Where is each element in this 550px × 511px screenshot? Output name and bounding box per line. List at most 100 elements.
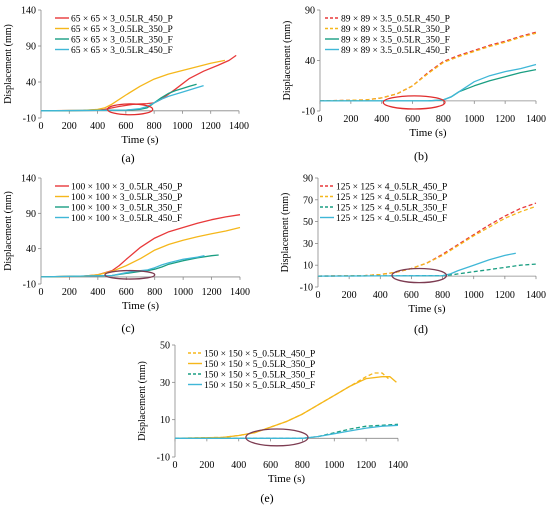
x-tick-label: 1200 xyxy=(495,114,515,125)
panel-label: (b) xyxy=(414,149,428,163)
highlight-ellipse xyxy=(104,269,156,280)
x-tick-label: 1000 xyxy=(464,290,484,301)
x-tick-label: 1000 xyxy=(464,114,484,125)
series-line xyxy=(320,63,537,102)
y-tick-label: -10 xyxy=(23,280,36,291)
x-tick-label: 800 xyxy=(295,460,310,471)
series-line xyxy=(40,84,204,112)
series-line xyxy=(40,59,226,112)
legend-entry: 100 × 100 × 3_0.5LR_450_F xyxy=(71,214,182,224)
panel-e: -10 10 30 50 0 200 400 600 800 1000 1200 1400 Time (… xyxy=(137,341,408,506)
x-tick-label: 200 xyxy=(342,290,357,301)
x-tick-label: 1400 xyxy=(229,121,249,132)
x-tick-label: 0 xyxy=(316,290,321,301)
highlight-ellipse xyxy=(382,95,446,110)
y-tick-label: -10 xyxy=(300,283,313,294)
legend-entry: 65 × 65 × 3_0.5LR_350_P xyxy=(71,25,173,35)
x-tick-label: 400 xyxy=(231,460,246,471)
y-axis-label: Displacement (mm) xyxy=(282,21,293,101)
legend-entry: 65 × 65 × 3_0.5LR_450_F xyxy=(71,46,173,56)
y-tick-label: 90 xyxy=(26,209,36,220)
highlight-ellipse xyxy=(106,103,154,116)
x-tick-label: 400 xyxy=(373,290,388,301)
series-line xyxy=(40,214,241,278)
x-axis-label: Time (s) xyxy=(408,303,446,315)
x-axis-label: Time (s) xyxy=(268,473,306,485)
x-tick-label: 0 xyxy=(318,114,323,125)
x-tick-label: 200 xyxy=(343,114,358,125)
x-tick-label: 1400 xyxy=(388,460,408,471)
y-axis-label: Displacement (mm) xyxy=(3,191,14,271)
legend-entry: 125 × 125 × 4_0.5LR_450_F xyxy=(336,214,447,224)
y-tick-label: -10 xyxy=(23,114,36,125)
y-tick-label: 140 xyxy=(21,174,36,185)
y-tick-label: 50 xyxy=(160,341,170,352)
highlight-ellipse xyxy=(245,428,309,447)
y-axis-label: Displacement (mm) xyxy=(280,193,291,273)
x-tick-label: 200 xyxy=(62,121,77,132)
x-tick-label: 0 xyxy=(173,460,178,471)
series-line xyxy=(175,423,399,439)
series-line xyxy=(319,32,537,102)
x-tick-label: 800 xyxy=(436,114,451,125)
legend-entry: 89 × 89 × 3.5_0.5LR_350_P xyxy=(341,25,450,35)
x-tick-label: 0 xyxy=(39,121,44,132)
legend-entry: 89 × 89 × 3.5_0.5LR_350_F xyxy=(341,36,450,46)
panel-label: (c) xyxy=(121,321,134,335)
x-tick-label: 800 xyxy=(147,121,162,132)
x-tick-label: 800 xyxy=(435,290,450,301)
panel-b: -10 40 90 0 200 400 600 800 1000 1200 1400 Time (s)… xyxy=(282,6,546,164)
legend-entry: 150 × 150 × 5_0.5LR_450_P xyxy=(204,350,315,360)
x-axis-label: Time (s) xyxy=(121,134,159,146)
y-tick-label: -10 xyxy=(157,453,170,464)
x-tick-label: 600 xyxy=(118,121,133,132)
series-line xyxy=(317,205,537,277)
x-tick-label: 600 xyxy=(119,287,134,298)
y-tick-label: 10 xyxy=(160,415,170,426)
x-tick-label: 400 xyxy=(90,121,105,132)
x-tick-label: 1200 xyxy=(201,121,221,132)
x-tick-label: 600 xyxy=(263,460,278,471)
panel-label: (d) xyxy=(414,322,428,336)
panel-label: (a) xyxy=(121,151,134,165)
legend-entry: 150 × 150 × 5_0.5LR_350_F xyxy=(204,371,315,381)
legend-entry: 65 × 65 × 3_0.5LR_450_P xyxy=(71,15,173,25)
legend-entry: 150 × 150 × 5_0.5LR_450_F xyxy=(204,381,315,391)
y-tick-label: -10 xyxy=(302,107,315,118)
y-tick-label: 30 xyxy=(160,378,170,389)
x-tick-label: 0 xyxy=(39,287,44,298)
panel-label: (e) xyxy=(260,491,273,505)
series-line xyxy=(174,376,397,439)
x-tick-label: 200 xyxy=(62,287,77,298)
legend-entry: 89 × 89 × 3.5_0.5LR_450_F xyxy=(341,46,450,56)
x-tick-label: 1400 xyxy=(526,290,546,301)
x-tick-label: 1000 xyxy=(324,460,344,471)
highlight-ellipse xyxy=(391,267,448,284)
legend-entry: 65 × 65 × 3_0.5LR_350_F xyxy=(71,36,173,46)
x-tick-label: 600 xyxy=(405,114,420,125)
legend-entry: 125 × 125 × 4_0.5LR_350_P xyxy=(336,193,447,203)
y-tick-label: 40 xyxy=(26,244,36,255)
x-tick-label: 400 xyxy=(90,287,105,298)
y-axis-label: Displacement (mm) xyxy=(137,361,148,441)
legend-entry: 150 × 150 × 5_0.5LR_350_P xyxy=(204,360,315,370)
x-tick-label: 400 xyxy=(374,114,389,125)
x-axis-label: Time (s) xyxy=(122,300,160,312)
x-tick-label: 1200 xyxy=(356,460,376,471)
y-axis-label: Displacement (mm) xyxy=(3,24,14,104)
series-line xyxy=(317,252,516,277)
x-axis-label: Time (s) xyxy=(409,127,447,139)
y-tick-label: 10 xyxy=(303,261,313,272)
x-tick-label: 1400 xyxy=(526,114,546,125)
y-tick-label: 140 xyxy=(21,6,36,17)
legend-entry: 89 × 89 × 3.5_0.5LR_450_P xyxy=(341,15,450,25)
y-tick-label: 90 xyxy=(305,6,315,17)
legend-entry: 100 × 100 × 3_0.5LR_350_P xyxy=(71,193,182,203)
x-tick-label: 1000 xyxy=(173,287,193,298)
x-tick-label: 1200 xyxy=(202,287,222,298)
panel-d: -10 10 30 50 70 90 0 200 400 600 800 1000 1200 1400 Ti… xyxy=(280,174,546,337)
legend-entry: 125 × 125 × 4_0.5LR_450_P xyxy=(336,183,447,193)
x-tick-label: 800 xyxy=(147,287,162,298)
y-tick-label: 90 xyxy=(303,174,313,185)
x-tick-label: 1400 xyxy=(230,287,250,298)
